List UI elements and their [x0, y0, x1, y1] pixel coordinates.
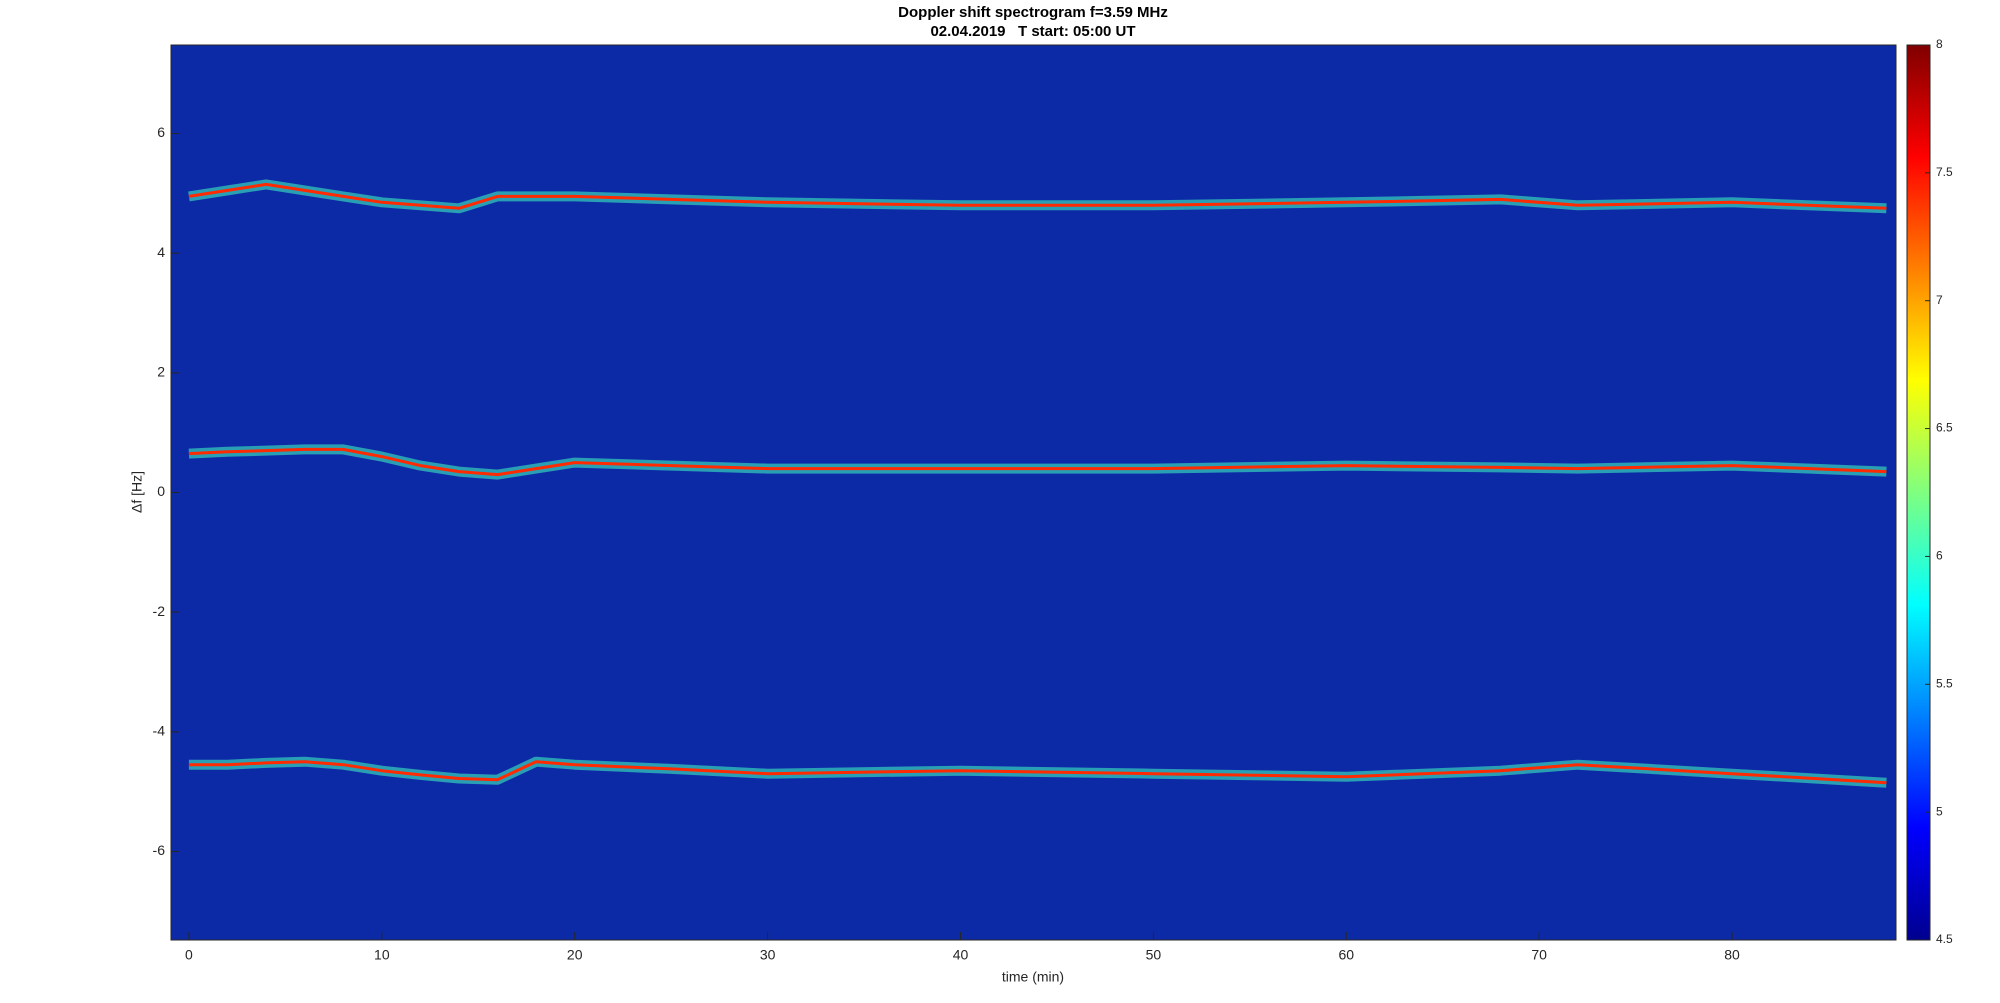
- chart-subtitle: 02.04.2019 T start: 05:00 UT: [930, 23, 1135, 40]
- x-tick-label: 10: [374, 947, 390, 963]
- x-axis-label: time (min): [1002, 969, 1064, 985]
- x-tick-label: 70: [1531, 947, 1547, 963]
- colorbar-tick-label: 6.5: [1936, 421, 1953, 435]
- y-axis-label: Δf [Hz]: [129, 471, 145, 513]
- colorbar-tick-label: 7.5: [1936, 165, 1953, 179]
- colorbar: [1906, 44, 1931, 941]
- colorbar-tick-label: 6: [1936, 549, 1943, 563]
- plot-background: [171, 45, 1896, 940]
- y-tick-label: -4: [153, 723, 166, 739]
- trace: [188, 447, 1887, 477]
- y-tick-label: -6: [153, 842, 166, 858]
- colorbar-tick-label: 4.5: [1936, 932, 1953, 946]
- colorbar-tick-label: 5.5: [1936, 676, 1953, 690]
- chart-title: Doppler shift spectrogram f=3.59 MHz: [898, 4, 1168, 21]
- y-tick-label: 6: [157, 124, 165, 140]
- x-tick-label: 30: [760, 947, 776, 963]
- trace: [188, 760, 1887, 785]
- x-tick-label: 40: [953, 947, 969, 963]
- x-tick-label: 60: [1338, 947, 1354, 963]
- y-tick-label: 2: [157, 364, 165, 380]
- x-tick-label: 50: [1146, 947, 1162, 963]
- traces: [188, 179, 1887, 788]
- colorbar-tick-label: 7: [1936, 293, 1943, 307]
- y-tick-label: -2: [153, 603, 166, 619]
- colorbar-tick-label: 8: [1936, 37, 1943, 51]
- x-tick-label: 80: [1724, 947, 1740, 963]
- x-tick-label: 20: [567, 947, 583, 963]
- x-tick-label: 0: [185, 947, 193, 963]
- y-tick-label: 4: [157, 244, 165, 260]
- y-tick-label: 0: [157, 483, 165, 499]
- colorbar-tick-label: 5: [1936, 804, 1943, 818]
- trace: [188, 182, 1887, 210]
